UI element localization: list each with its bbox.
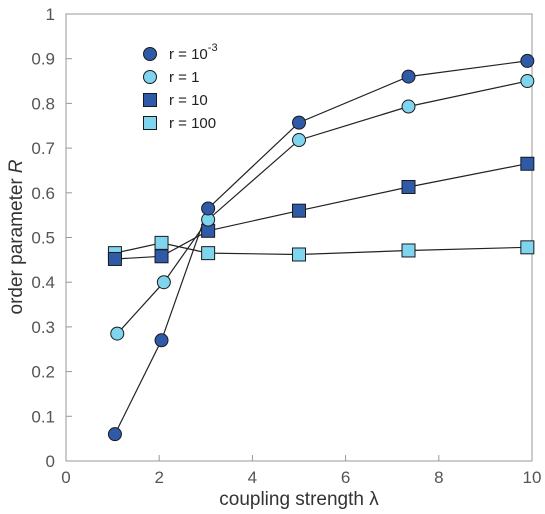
series-line (114, 60, 528, 435)
data-point (292, 133, 306, 148)
y-axis-title-text: order parameter (6, 178, 27, 315)
y-tick-label: 0.7 (31, 139, 55, 158)
y-tick-label: 0.9 (31, 50, 55, 69)
series-markers (107, 53, 535, 442)
y-axis-title-symbol: R (6, 159, 27, 173)
legend-label-text: r = 10 (169, 92, 208, 109)
data-point (520, 74, 535, 89)
legend-label: r = 1 (169, 69, 199, 86)
data-point (154, 249, 169, 264)
y-tick-label: 1 (46, 5, 55, 24)
legend: r = 10-3r = 1r = 10r = 100 (143, 42, 218, 132)
data-point (107, 427, 122, 442)
x-tick-label: 4 (248, 468, 257, 487)
x-tick-label: 0 (61, 468, 70, 487)
legend-label-text: r = 10 (169, 46, 208, 63)
y-tick-label: 0.5 (31, 229, 55, 248)
legend-label-exponent: -3 (208, 42, 218, 54)
data-point (401, 99, 416, 114)
y-tick-label: 0.2 (31, 363, 55, 382)
y-tick-label: 0.4 (31, 273, 55, 292)
x-tick-label: 8 (434, 468, 443, 487)
data-point (401, 179, 416, 194)
legend-marker (143, 70, 157, 84)
legend-label: r = 10-3 (169, 42, 218, 63)
y-tick-label: 0.3 (31, 318, 55, 337)
series-line (114, 163, 528, 260)
data-point (154, 235, 169, 250)
legend-marker (143, 116, 157, 130)
data-point (110, 326, 125, 341)
data-point (401, 69, 416, 84)
legend-label-text: r = 100 (169, 115, 216, 132)
x-tick-label: 10 (523, 468, 542, 487)
x-tick-label: 2 (154, 468, 163, 487)
y-axis-title: order parameter R (6, 159, 27, 314)
legend-label: r = 100 (169, 115, 216, 132)
data-point (520, 240, 535, 255)
data-point (520, 156, 535, 171)
y-tick-label: 0.1 (31, 407, 55, 426)
y-tick-label: 0.6 (31, 184, 55, 203)
series-line (114, 242, 528, 256)
plot-frame (65, 13, 533, 462)
legend-marker (143, 47, 157, 61)
axis-ticks: 0 2 4 6 8 10 0 0.1 0.2 0.3 0.4 0.5 0.6 0.7 0.8 0.9 1 (31, 5, 541, 487)
legend-marker (143, 93, 157, 107)
y-tick-label: 0.8 (31, 94, 55, 113)
series-line (116, 80, 528, 335)
data-point (401, 243, 416, 258)
x-tick-label: 6 (341, 468, 350, 487)
data-point (292, 115, 306, 130)
data-point (201, 246, 216, 261)
data-point (107, 251, 122, 266)
series-lines (114, 60, 528, 435)
legend-label-text: r = 1 (169, 69, 199, 86)
data-point (156, 275, 171, 290)
data-point (201, 201, 216, 216)
data-point (292, 203, 306, 218)
data-point (154, 333, 169, 348)
y-tick-label: 0 (46, 452, 55, 471)
data-point (292, 247, 306, 262)
legend-label: r = 10 (169, 92, 208, 109)
data-point (520, 53, 535, 68)
x-axis-title: coupling strength λ (219, 489, 379, 510)
